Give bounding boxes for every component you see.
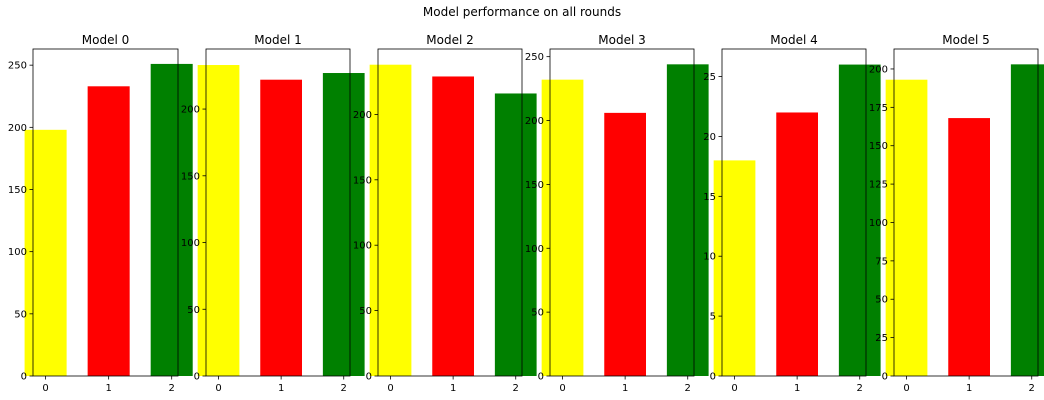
bar-3-2 xyxy=(666,64,709,376)
x-tick-label-5-2: 2 xyxy=(1029,383,1035,394)
y-tick-label-5-2: 50 xyxy=(875,295,888,306)
y-tick-label-3-2: 100 xyxy=(525,244,544,255)
x-tick-label-3-0: 0 xyxy=(559,383,565,394)
x-tick-label-1-1: 1 xyxy=(278,383,284,394)
plot-frame-2 xyxy=(377,48,523,377)
bar-4-0 xyxy=(713,160,756,376)
y-tick-label-2-1: 50 xyxy=(359,306,372,317)
subplot-title-5: Model 5 xyxy=(942,33,989,47)
subplot-title-0: Model 0 xyxy=(82,33,129,47)
bar-2-1 xyxy=(432,76,474,376)
x-tick-label-4-2: 2 xyxy=(857,383,863,394)
y-tick-label-5-8: 200 xyxy=(869,64,888,75)
x-tick-label-3-1: 1 xyxy=(622,383,628,394)
y-tick-label-4-5: 25 xyxy=(703,72,716,83)
bar-3-1 xyxy=(604,112,646,377)
y-tick-label-3-3: 150 xyxy=(525,180,544,191)
y-tick-label-5-6: 150 xyxy=(869,141,888,152)
bar-4-2 xyxy=(838,64,881,376)
y-tick-label-5-5: 125 xyxy=(869,180,888,191)
subplot-title-2: Model 2 xyxy=(426,33,473,47)
chart-4: 0 5 10 15 20 25 0 1 2 Model 4 xyxy=(703,33,881,394)
plot-frame-4 xyxy=(721,48,867,377)
y-tick-label-5-4: 100 xyxy=(869,218,888,229)
y-tick-label-3-1: 50 xyxy=(531,308,544,319)
y-tick-label-2-0: 0 xyxy=(366,372,372,383)
y-tick-label-1-3: 150 xyxy=(181,171,200,182)
plot-frame-5 xyxy=(893,48,1039,377)
x-tick-label-4-1: 1 xyxy=(794,383,800,394)
bar-5-0 xyxy=(885,79,928,376)
plot-frame-1 xyxy=(205,48,351,377)
chart-1: 0 50 100 150 200 0 1 2 Model 1 xyxy=(181,33,365,394)
y-tick-label-3-0: 0 xyxy=(538,372,544,383)
x-tick-label-1-0: 0 xyxy=(215,383,221,394)
figure-title: Model performance on all rounds xyxy=(422,5,622,19)
chart-2: 0 50 100 150 200 0 1 2 Model 2 xyxy=(353,33,537,394)
plot-frame-3 xyxy=(549,48,695,377)
subplot-title-3: Model 3 xyxy=(598,33,645,47)
bar-3-0 xyxy=(541,79,584,376)
x-tick-label-5-0: 0 xyxy=(903,383,909,394)
y-tick-label-3-4: 200 xyxy=(525,116,544,127)
y-tick-label-2-2: 100 xyxy=(353,241,372,252)
y-tick-label-1-1: 50 xyxy=(187,305,200,316)
subplot-title-4: Model 4 xyxy=(770,33,817,47)
bar-1-1 xyxy=(260,79,302,376)
subplot-title-1: Model 1 xyxy=(254,33,301,47)
bar-1-0 xyxy=(197,65,240,377)
bar-2-0 xyxy=(369,64,412,376)
bar-0-1 xyxy=(87,86,130,377)
plot-frame-0 xyxy=(32,48,179,377)
y-tick-label-2-4: 200 xyxy=(353,110,372,121)
bar-1-2 xyxy=(322,73,365,377)
y-tick-label-0-1: 50 xyxy=(14,309,27,320)
x-tick-label-4-0: 0 xyxy=(731,383,737,394)
y-tick-label-4-4: 20 xyxy=(703,132,716,143)
bar-4-1 xyxy=(776,112,818,376)
x-tick-label-5-1: 1 xyxy=(966,383,972,394)
y-tick-label-4-0: 0 xyxy=(710,372,716,383)
y-tick-label-5-1: 25 xyxy=(875,333,888,344)
y-tick-label-5-3: 75 xyxy=(875,256,888,267)
y-tick-label-4-1: 5 xyxy=(710,312,716,323)
y-tick-label-1-0: 0 xyxy=(194,372,200,383)
y-tick-label-1-4: 200 xyxy=(181,105,200,116)
y-tick-label-2-3: 150 xyxy=(353,175,372,186)
y-tick-label-4-3: 15 xyxy=(703,192,716,203)
x-tick-label-2-2: 2 xyxy=(513,383,519,394)
x-tick-label-1-2: 2 xyxy=(341,383,347,394)
bar-0-0 xyxy=(24,129,67,376)
x-tick-label-0-0: 0 xyxy=(42,383,48,394)
y-tick-label-1-2: 100 xyxy=(181,238,200,249)
x-tick-label-0-1: 1 xyxy=(105,383,111,394)
bar-5-1 xyxy=(948,118,990,376)
y-tick-label-3-5: 250 xyxy=(525,52,544,63)
x-tick-label-3-2: 2 xyxy=(685,383,691,394)
chart-5: 0 25 50 75 100 125 150 175 200 0 1 2 Model 5 xyxy=(869,33,1044,394)
y-tick-label-0-0: 0 xyxy=(21,372,27,383)
chart-3: 0 50 100 150 200 250 0 1 2 Model 3 xyxy=(525,33,709,394)
y-tick-label-0-4: 200 xyxy=(8,123,27,134)
y-tick-label-5-0: 0 xyxy=(882,372,888,383)
bar-2-2 xyxy=(494,93,537,376)
y-tick-label-0-3: 150 xyxy=(8,185,27,196)
y-tick-label-0-5: 250 xyxy=(8,61,27,72)
chart-0: 0 50 100 150 200 250 0 1 2 Model 0 xyxy=(8,33,193,394)
x-tick-label-0-2: 2 xyxy=(169,383,175,394)
x-tick-label-2-1: 1 xyxy=(450,383,456,394)
y-tick-label-5-7: 175 xyxy=(869,103,888,114)
bar-0-2 xyxy=(150,63,193,377)
x-tick-label-2-0: 0 xyxy=(387,383,393,394)
y-tick-label-4-2: 10 xyxy=(703,252,716,263)
bar-5-2 xyxy=(1010,64,1044,376)
y-tick-label-0-2: 100 xyxy=(8,247,27,258)
